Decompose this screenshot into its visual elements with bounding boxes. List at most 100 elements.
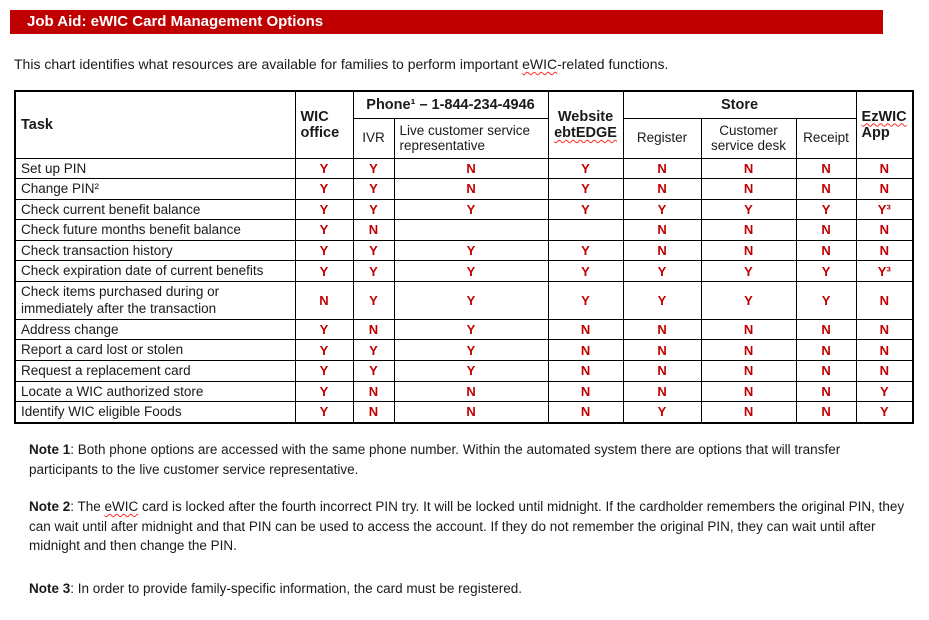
value-cell: N (547, 359, 624, 382)
col-header-wic-office: WIC office (294, 90, 354, 159)
note-1-label: Note 1 (29, 442, 71, 457)
value-cell: N (855, 339, 914, 361)
note-3-label: Note 3 (29, 581, 71, 596)
intro-ewic-word: eWIC (522, 56, 558, 72)
table-row: Identify WIC eligible Foods Y N N N Y N … (14, 401, 914, 424)
value-cell: N (700, 239, 797, 262)
table-row: Change PIN² Y Y N Y N N N N (14, 178, 914, 200)
value-cell: N (352, 318, 395, 341)
value-cell: N (700, 339, 797, 361)
value-cell: N (700, 178, 797, 200)
value-cell: Y (547, 260, 624, 282)
value-cell (547, 219, 624, 241)
task-cell: Set up PIN (14, 157, 296, 180)
value-cell: Y (622, 280, 702, 320)
table-row: Locate a WIC authorized store Y N N N N … (14, 380, 914, 403)
intro-pre: This chart identifies what resources are… (14, 56, 523, 72)
value-cell: Y (352, 339, 395, 361)
value-cell: Y³ (855, 260, 914, 282)
value-cell: N (855, 280, 914, 320)
value-cell: N (547, 339, 624, 361)
value-cell: N (622, 239, 702, 262)
value-cell: Y (294, 380, 354, 403)
value-cell: Y (294, 339, 354, 361)
value-cell: Y (294, 178, 354, 200)
value-cell: N (795, 380, 857, 403)
page-title: Job Aid: eWIC Card Management Options (10, 10, 883, 34)
value-cell: N (393, 401, 549, 424)
value-cell: N (795, 339, 857, 361)
value-cell: Y (700, 280, 797, 320)
value-cell: N (393, 380, 549, 403)
value-cell: Y (393, 339, 549, 361)
value-cell: Y (622, 198, 702, 221)
value-cell: N (795, 359, 857, 382)
value-cell: N (622, 318, 702, 341)
value-cell: Y (547, 280, 624, 320)
value-cell: Y (855, 401, 914, 424)
value-cell: N (855, 239, 914, 262)
value-cell: N (622, 178, 702, 200)
value-cell: N (855, 318, 914, 341)
col-header-phone: Phone¹ – 1-844-234-4946 (352, 90, 549, 119)
value-cell: N (700, 157, 797, 180)
value-cell: N (795, 401, 857, 424)
value-cell: Y (547, 239, 624, 262)
table-row: Address change Y N Y N N N N N (14, 318, 914, 341)
value-cell: Y (393, 239, 549, 262)
value-cell: Y (294, 219, 354, 241)
value-cell: N (795, 219, 857, 241)
value-cell: N (795, 318, 857, 341)
value-cell: N (700, 401, 797, 424)
col-header-task: Task (14, 90, 296, 159)
value-cell: Y (294, 359, 354, 382)
task-cell: Identify WIC eligible Foods (14, 401, 296, 424)
value-cell: N (547, 318, 624, 341)
app-label: App (861, 124, 890, 141)
note-3: Note 3: In order to provide family-speci… (29, 579, 911, 599)
task-cell: Locate a WIC authorized store (14, 380, 296, 403)
value-cell: N (700, 318, 797, 341)
task-cell: Change PIN² (14, 178, 296, 200)
table-row: Check items purchased during or immediat… (14, 280, 914, 320)
ebtedge-label: ebtEDGE (554, 124, 617, 141)
value-cell: Y (352, 359, 395, 382)
ezwic-label: EzWIC (861, 108, 907, 125)
col-header-ezwic-app: EzWIC App (855, 90, 914, 159)
website-label: Website (557, 108, 614, 125)
note-1: Note 1: Both phone options are accessed … (29, 440, 911, 479)
note-2-pre: : The (70, 499, 105, 514)
value-cell: N (393, 157, 549, 180)
value-cell: N (855, 359, 914, 382)
task-cell: Report a card lost or stolen (14, 339, 296, 361)
value-cell: N (352, 380, 395, 403)
value-cell: N (622, 359, 702, 382)
table-row: Check expiration date of current benefit… (14, 260, 914, 282)
col-header-store: Store (622, 90, 857, 119)
value-cell: Y³ (855, 198, 914, 221)
value-cell: N (795, 239, 857, 262)
task-cell: Check expiration date of current benefit… (14, 260, 296, 282)
value-cell: Y (294, 318, 354, 341)
value-cell: N (622, 339, 702, 361)
value-cell: N (622, 380, 702, 403)
value-cell: Y (352, 280, 395, 320)
value-cell: Y (294, 260, 354, 282)
value-cell: N (393, 178, 549, 200)
note-2: Note 2: The eWIC card is locked after th… (29, 497, 911, 556)
table-row: Report a card lost or stolen Y Y Y N N N… (14, 339, 914, 361)
value-cell: N (547, 401, 624, 424)
task-cell: Request a replacement card (14, 359, 296, 382)
value-cell: Y (294, 157, 354, 180)
value-cell: N (700, 219, 797, 241)
value-cell: Y (795, 280, 857, 320)
value-cell: Y (855, 380, 914, 403)
value-cell: Y (393, 318, 549, 341)
table-row: Check future months benefit balance Y N … (14, 219, 914, 241)
intro-post: -related functions. (557, 56, 669, 72)
value-cell: N (795, 178, 857, 200)
value-cell: N (622, 157, 702, 180)
note-2-label: Note 2 (29, 499, 71, 514)
value-cell: Y (700, 260, 797, 282)
col-header-receipt: Receipt (795, 117, 857, 159)
